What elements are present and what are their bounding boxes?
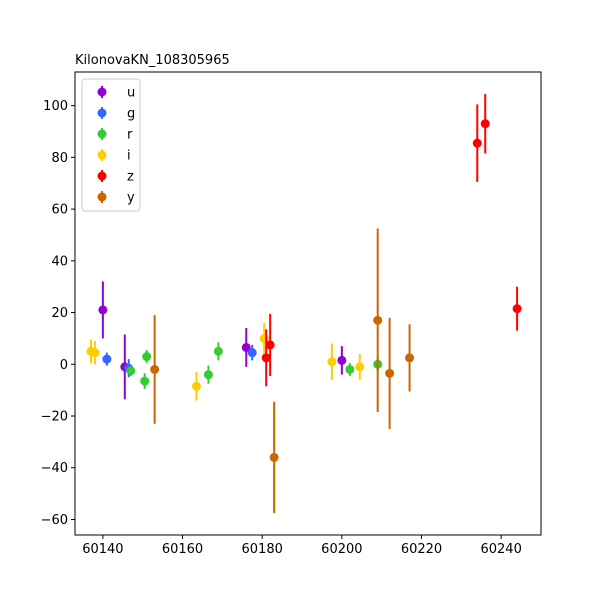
axes: 60140 60160 60180 60200 60220 60240 −60 −40 −20 0… xyxy=(41,71,542,557)
point-y-2 xyxy=(373,315,383,325)
x-tick-label-60220: 60220 xyxy=(401,542,442,557)
y-tick-label-20: 20 xyxy=(51,306,68,321)
point-y-0 xyxy=(150,364,160,374)
y-tick-label-100: 100 xyxy=(43,99,68,114)
y-tick-label-80: 80 xyxy=(51,151,68,166)
point-y-1 xyxy=(269,452,279,462)
chart-title: KilonovaKN_108305965 xyxy=(75,53,230,68)
point-i-4 xyxy=(327,357,337,367)
x-tick-label-60240: 60240 xyxy=(480,542,521,557)
y-tick-label--40: −40 xyxy=(41,461,68,476)
legend-marker-z xyxy=(97,171,107,181)
point-z-4 xyxy=(512,304,522,314)
legend-marker-u xyxy=(97,87,107,97)
point-r-3 xyxy=(203,370,213,380)
point-g-0 xyxy=(102,354,112,364)
legend-label-y: y xyxy=(127,191,135,206)
y-tick-label-40: 40 xyxy=(51,254,68,269)
point-u-3 xyxy=(337,355,347,365)
legend-label-g: g xyxy=(127,107,135,122)
point-r-1 xyxy=(140,376,150,386)
point-z-2 xyxy=(472,138,482,148)
point-r-2 xyxy=(142,352,152,362)
point-z-3 xyxy=(480,119,490,129)
legend-label-r: r xyxy=(127,128,133,143)
legend-marker-g xyxy=(97,108,107,118)
legend-label-i: i xyxy=(127,149,131,164)
point-u-0 xyxy=(98,305,108,315)
axes-frame xyxy=(74,71,542,536)
x-tick-label-60200: 60200 xyxy=(321,542,362,557)
x-tick-label-60160: 60160 xyxy=(162,542,203,557)
point-i-2 xyxy=(191,381,201,391)
point-r-0 xyxy=(126,366,136,376)
plot-area xyxy=(86,93,522,514)
legend-marker-y xyxy=(97,192,107,202)
y-tick-label--60: −60 xyxy=(41,513,68,528)
legend-box xyxy=(81,78,141,212)
legend-marker-r xyxy=(97,129,107,139)
series-y xyxy=(150,228,415,514)
y-tick-label-60: 60 xyxy=(51,203,68,218)
y-tick-label--20: −20 xyxy=(41,410,68,425)
point-r-4 xyxy=(213,346,223,356)
legend-marker-i xyxy=(97,150,107,160)
point-u-2 xyxy=(241,342,251,352)
point-r-5 xyxy=(345,364,355,374)
point-i-1 xyxy=(90,348,100,358)
x-tick-label-60140: 60140 xyxy=(82,542,123,557)
series-z xyxy=(261,93,522,387)
point-i-5 xyxy=(355,362,365,372)
series-i xyxy=(86,322,365,401)
point-z-1 xyxy=(265,340,275,350)
x-tick-label-60180: 60180 xyxy=(242,542,283,557)
point-y-4 xyxy=(405,353,415,363)
legend-label-u: u xyxy=(127,86,135,101)
point-z-0 xyxy=(261,353,271,363)
point-y-3 xyxy=(385,368,395,378)
y-tick-label-0: 0 xyxy=(60,358,68,373)
legend-label-z: z xyxy=(127,170,134,185)
point-g-2 xyxy=(247,348,257,358)
